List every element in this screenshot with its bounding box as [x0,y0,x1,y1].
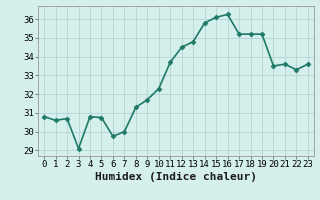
X-axis label: Humidex (Indice chaleur): Humidex (Indice chaleur) [95,172,257,182]
